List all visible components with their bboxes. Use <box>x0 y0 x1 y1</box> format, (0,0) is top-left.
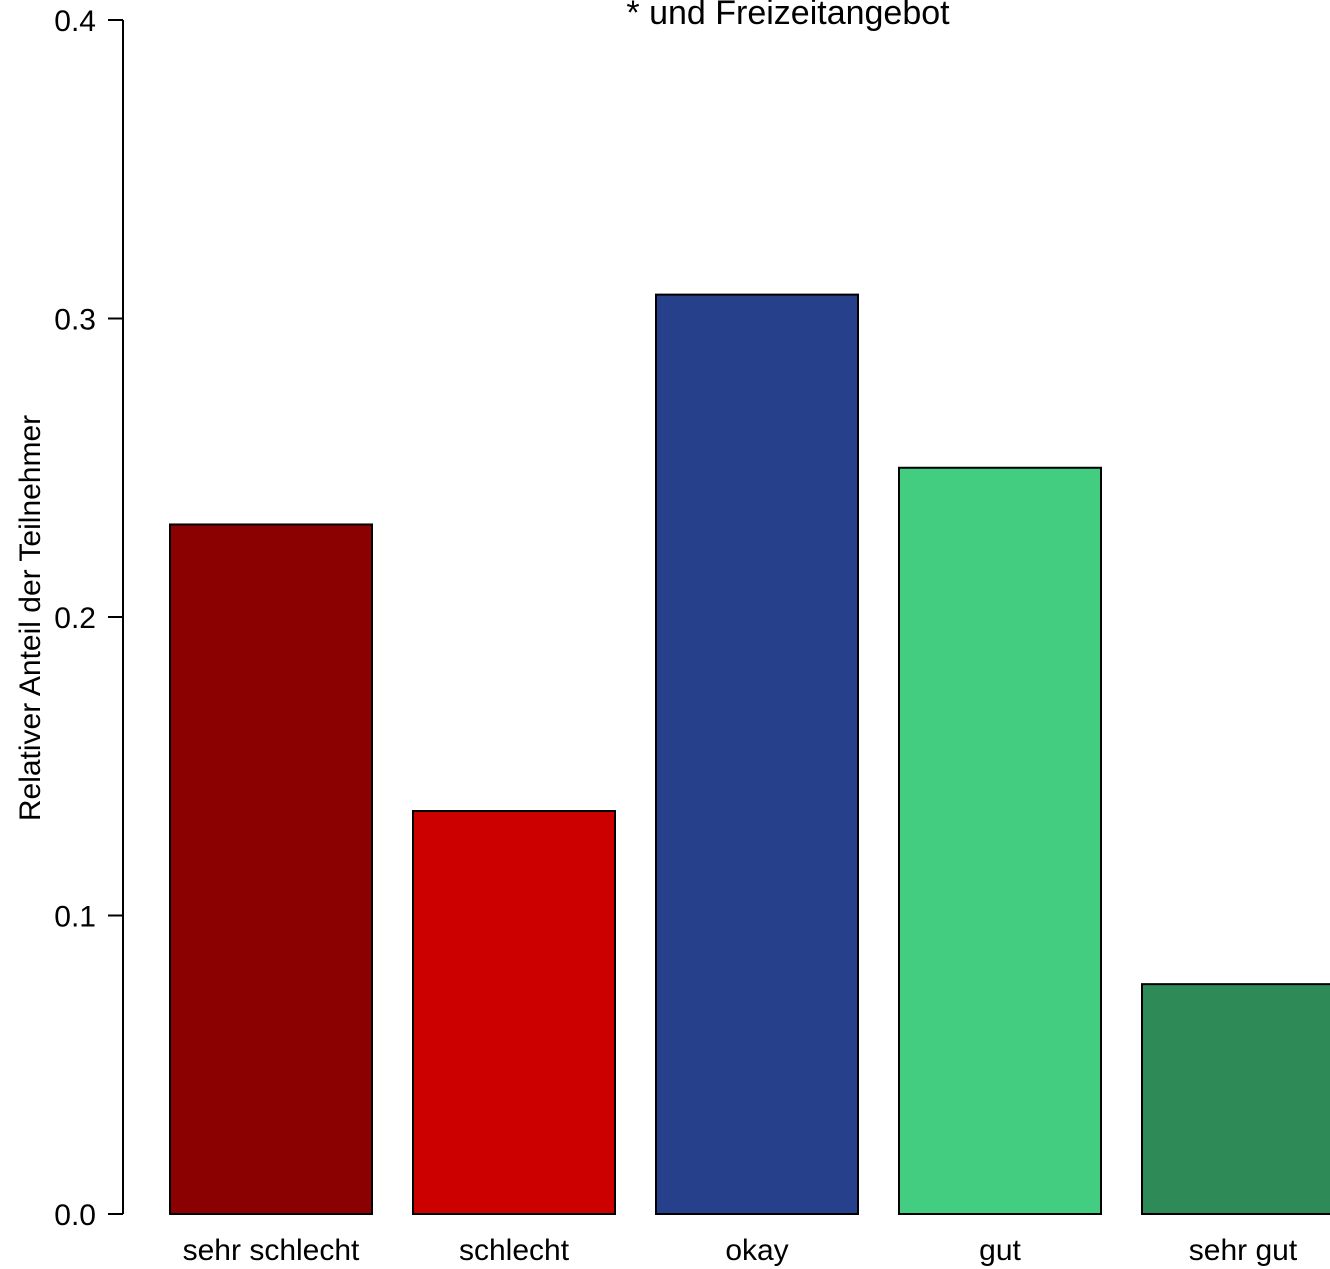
x-tick-label: sehr gut <box>1189 1234 1298 1267</box>
bar-schlecht <box>412 810 616 1216</box>
y-tick-label: 0.0 <box>54 1199 96 1232</box>
y-axis-label: Relativer Anteil der Teilnehmer <box>14 415 47 821</box>
x-axis-labels: sehr schlecht schlecht okay gut sehr gut <box>183 1234 1298 1267</box>
chart-title: * und Freizeitangebot <box>626 0 950 32</box>
y-tick-label: 0.4 <box>54 5 96 38</box>
bars <box>169 293 1330 1216</box>
bar-sehr-schlecht <box>169 523 373 1215</box>
x-tick-label: gut <box>979 1234 1021 1267</box>
x-tick-label: okay <box>725 1234 788 1267</box>
y-tick-label: 0.1 <box>54 901 96 934</box>
bar-okay <box>655 293 859 1215</box>
x-tick-label: sehr schlecht <box>183 1234 360 1267</box>
y-tick-label: 0.3 <box>54 304 96 337</box>
y-tick-label: 0.2 <box>54 602 96 635</box>
x-tick-label: schlecht <box>459 1234 570 1267</box>
bar-sehr-gut <box>1141 983 1330 1216</box>
y-axis-ticks: 0.0 0.1 0.2 0.3 0.4 <box>54 5 123 1232</box>
bar-gut <box>898 466 1102 1215</box>
